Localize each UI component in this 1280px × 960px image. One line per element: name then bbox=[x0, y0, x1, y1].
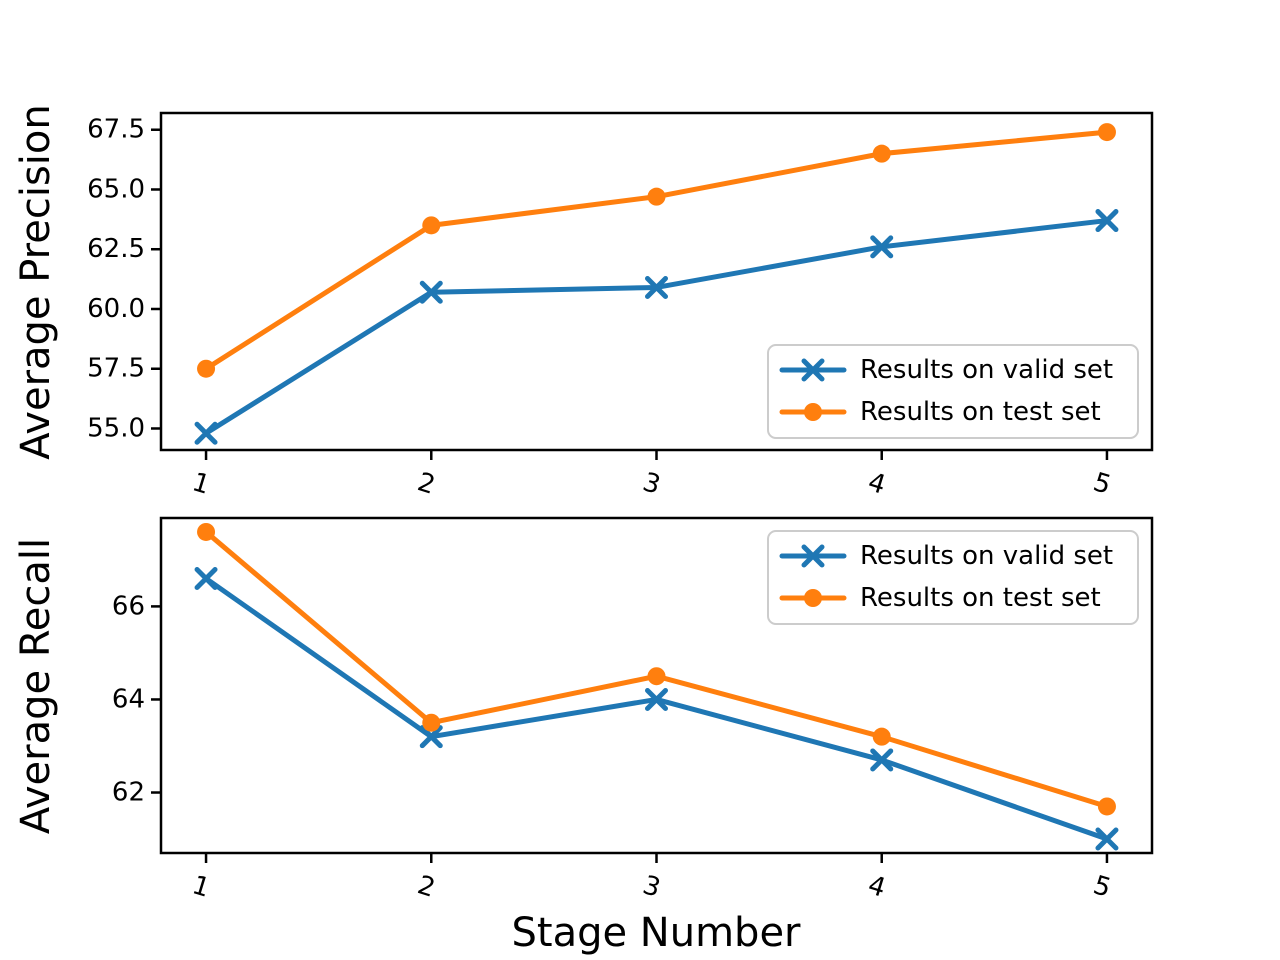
y-tick-label: 67.5 bbox=[87, 115, 145, 145]
legend-marker-x bbox=[801, 544, 825, 568]
series-line-test bbox=[203, 129, 1110, 372]
marker-circle bbox=[872, 144, 891, 163]
subplot-precision: 55.0 57.5 60.0 62.5 65.0 67.5 1 2 3 4 5 Results on … bbox=[87, 111, 1154, 501]
plot-frame bbox=[159, 111, 1154, 452]
x-tick-label: 2 bbox=[414, 870, 439, 904]
x-tick-label: 4 bbox=[864, 467, 889, 501]
marker-x bbox=[194, 566, 218, 590]
marker-circle bbox=[422, 713, 441, 732]
marker-circle bbox=[197, 359, 216, 378]
marker-circle bbox=[872, 727, 891, 746]
legend-marker-x bbox=[801, 358, 825, 382]
legend-entry-label: Results on test set bbox=[860, 397, 1101, 427]
marker-circle bbox=[422, 216, 441, 235]
x-tick-label: 3 bbox=[639, 870, 664, 904]
x-axis-label-stage-number: Stage Number bbox=[511, 910, 801, 956]
x-tick-label: 5 bbox=[1090, 467, 1115, 501]
legend-entry-label: Results on test set bbox=[860, 583, 1101, 613]
x-tick-label: 5 bbox=[1090, 870, 1115, 904]
marker-circle bbox=[647, 667, 666, 686]
legend: Results on valid set Results on test set bbox=[767, 344, 1139, 439]
legend-marker-circle bbox=[804, 589, 822, 607]
marker-circle bbox=[1097, 123, 1116, 142]
x-tick-label: 3 bbox=[639, 467, 664, 501]
marker-x bbox=[870, 748, 894, 772]
x-tick-label: 4 bbox=[864, 870, 889, 904]
x-tick-label: 1 bbox=[189, 870, 214, 904]
x-tick-label: 1 bbox=[189, 467, 214, 501]
marker-x bbox=[419, 280, 443, 304]
legend: Results on valid set Results on test set bbox=[767, 530, 1139, 625]
y-tick-label: 60.0 bbox=[87, 294, 145, 324]
marker-x bbox=[645, 275, 668, 299]
y-tick-label: 55.0 bbox=[87, 413, 145, 443]
y-tick-label: 62.5 bbox=[87, 234, 145, 264]
marker-circle bbox=[1097, 797, 1116, 816]
y-axis-label-precision: Average Precision bbox=[13, 104, 59, 460]
marker-x bbox=[194, 421, 218, 445]
marker-circle bbox=[197, 522, 216, 541]
marker-x bbox=[645, 687, 668, 711]
y-tick-label: 64 bbox=[112, 684, 145, 714]
y-axis-label-recall: Average Recall bbox=[13, 537, 59, 835]
marker-x bbox=[419, 725, 443, 749]
legend-box bbox=[767, 344, 1139, 439]
legend-box bbox=[767, 530, 1139, 625]
legend-entry-label: Results on valid set bbox=[860, 541, 1113, 571]
legend-entry-label: Results on valid set bbox=[860, 355, 1113, 385]
marker-x bbox=[1095, 827, 1119, 851]
plot-frame bbox=[159, 516, 1154, 855]
marker-x bbox=[870, 235, 894, 259]
y-tick-label: 65.0 bbox=[87, 174, 145, 204]
y-tick-label: 57.5 bbox=[87, 354, 145, 384]
y-tick-label: 62 bbox=[112, 778, 145, 808]
marker-x bbox=[1095, 209, 1119, 233]
marker-circle bbox=[647, 187, 666, 206]
y-tick-label: 66 bbox=[112, 591, 145, 621]
x-tick-label: 2 bbox=[414, 467, 439, 501]
legend-marker-circle bbox=[804, 403, 822, 421]
